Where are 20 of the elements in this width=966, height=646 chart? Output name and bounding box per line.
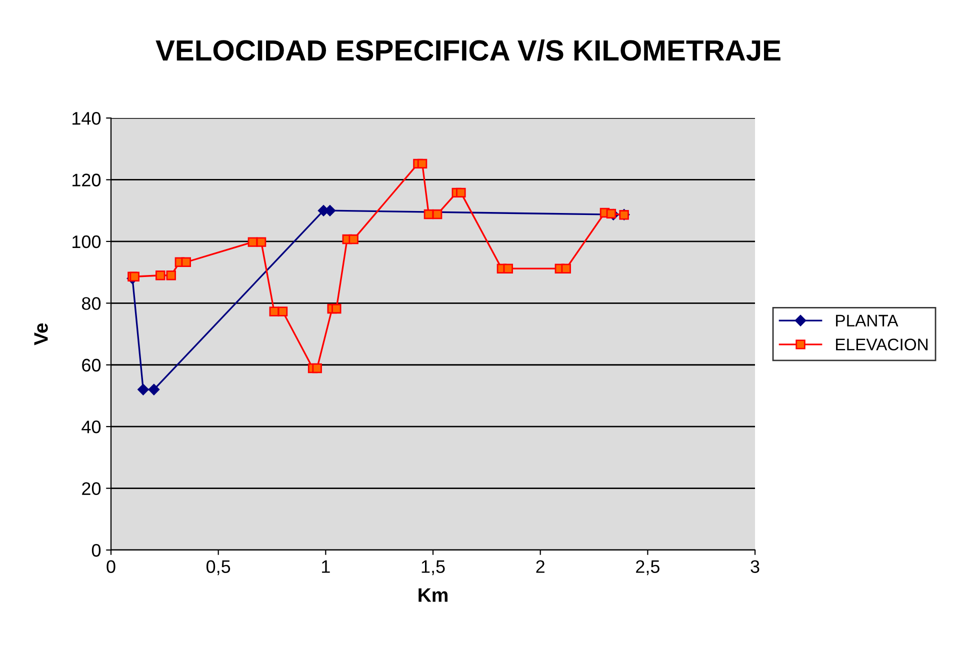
y-axis-title: Ve [34, 323, 48, 346]
legend-label: PLANTA [836, 314, 898, 326]
x-tick-label: 1,5 [422, 560, 445, 576]
chart-title: VELOCIDAD ESPECIFICA V/S KILOMETRAJE [156, 39, 780, 62]
y-tick-label: 140 [72, 112, 101, 125]
x-axis-title: Km [418, 588, 448, 602]
x-tick-label: 3 [750, 560, 760, 573]
x-tick-label: 2,5 [636, 560, 660, 576]
y-tick-label: 20 [82, 482, 101, 496]
y-tick-label: 0 [92, 544, 101, 557]
y-tick-label: 40 [82, 420, 101, 434]
y-tick-label: 80 [82, 297, 101, 310]
y-tick-label: 120 [72, 174, 101, 186]
legend-label: ELEVACION [836, 338, 928, 350]
y-tick-label: 60 [82, 358, 101, 372]
x-tick-label: 0 [106, 560, 116, 573]
x-tick-label: 0,5 [206, 560, 230, 576]
y-tick-label: 100 [72, 235, 101, 248]
x-tick-label: 2 [536, 560, 544, 573]
x-tick-label: 1 [322, 560, 330, 573]
